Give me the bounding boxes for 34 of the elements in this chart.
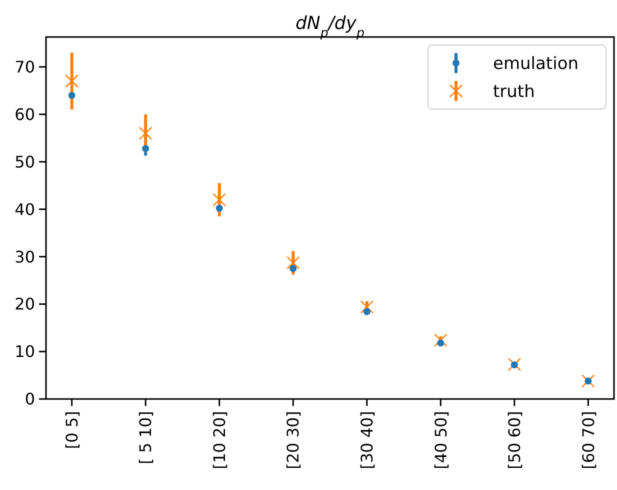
point [360,300,374,314]
point [508,358,522,372]
x-tick-label: [30 40] [357,411,376,470]
x-tick-label: [40 50] [431,411,450,470]
y-tick-label: 0 [24,390,35,409]
y-tick-label: 30 [14,247,35,266]
y-tick-label: 50 [14,152,35,172]
point [68,92,76,99]
point [286,256,300,270]
x-tick-label: [10 20] [210,411,229,470]
point [138,126,152,140]
point [142,144,150,152]
x-tick-label: [ 5 10] [136,411,156,464]
y-tick-label: 40 [14,200,35,219]
x-tick-label: [0 5] [62,411,82,449]
y-tick-label: 70 [14,57,35,76]
point [65,74,78,88]
point [510,361,518,368]
point [216,204,223,212]
point [437,340,444,347]
point [212,193,226,206]
legend-label: truth [493,82,535,102]
y-tick-label: 60 [14,104,35,124]
x-tick-label: [20 30] [284,411,303,470]
point [434,334,448,347]
point [290,265,297,272]
y-tick-label: 10 [14,342,35,362]
point [582,374,595,388]
y-tick-label: 20 [14,294,35,314]
legend-label: emulation [493,54,578,74]
x-tick-label: [60 70] [578,411,598,470]
point [584,377,592,384]
x-tick-label: [50 60] [505,411,524,470]
point [363,308,370,316]
